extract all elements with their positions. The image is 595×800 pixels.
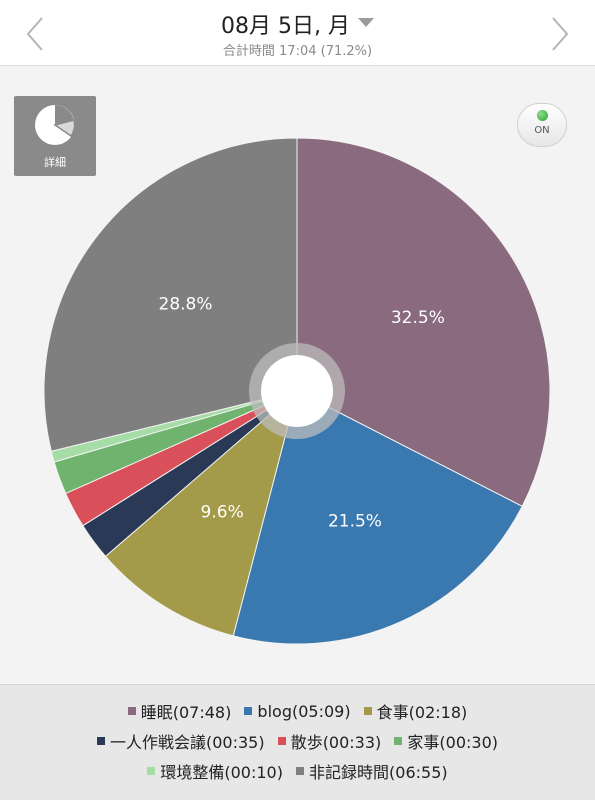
status-light-icon [537, 110, 548, 121]
chevron-left-icon [26, 17, 43, 51]
legend-label: 散歩(00:33) [290, 733, 382, 752]
legend-swatch [277, 737, 286, 745]
pie-slice[interactable] [43, 137, 298, 452]
pie-slice[interactable] [296, 137, 551, 507]
pie-chart: 32.5% 21.5% 9.6% 28.8% [43, 137, 551, 645]
legend-item-meal: 食事(02:18) [363, 699, 468, 723]
legend-swatch [96, 737, 105, 745]
detail-button[interactable]: 詳細 [14, 96, 96, 176]
pie-slice[interactable] [104, 389, 298, 637]
date-header: 08月 5日, 月 合計時間 17:04 (71.2%) [0, 0, 595, 66]
legend-label: 睡眠(07:48) [140, 703, 232, 722]
legend-item-solo-meeting: 一人作戦会議(00:35) [96, 729, 265, 753]
legend-swatch [147, 767, 156, 775]
slice-percentage-label: 9.6% [201, 502, 244, 522]
legend-item-walk: 散歩(00:33) [277, 729, 382, 753]
legend-label: 一人作戦会議(00:35) [109, 733, 265, 752]
legend-label: 家事(00:30) [407, 733, 498, 752]
legend: 睡眠(07:48) blog(05:09) 食事(02:18) 一人作戦会議(0… [0, 684, 595, 800]
legend-swatch [127, 707, 136, 715]
caret-down-icon [357, 18, 374, 27]
legend-swatch [244, 707, 253, 715]
legend-item-housework: 家事(00:30) [394, 729, 498, 753]
chevron-right-icon [552, 17, 569, 51]
slice-percentage-label: 21.5% [328, 511, 382, 531]
detail-label: 詳細 [44, 156, 66, 169]
next-day-button[interactable] [545, 14, 575, 54]
legend-swatch [394, 737, 403, 745]
previous-day-button[interactable] [20, 14, 50, 54]
pie-chart-icon [35, 105, 76, 145]
legend-label: 環境整備(00:10) [160, 763, 283, 782]
legend-row: 一人作戦会議(00:35) 散歩(00:33) 家事(00:30) [0, 729, 595, 753]
toggle-label: ON [534, 125, 550, 136]
legend-item-tidying: 環境整備(00:10) [147, 759, 283, 783]
legend-label: blog(05:09) [257, 701, 351, 721]
date-label: 08月 5日, 月 [221, 14, 350, 39]
legend-swatch [296, 767, 305, 775]
legend-row: 睡眠(07:48) blog(05:09) 食事(02:18) [0, 699, 595, 723]
center-hole [261, 355, 333, 427]
date-selector[interactable]: 08月 5日, 月 [0, 8, 595, 40]
on-toggle[interactable]: ON [517, 103, 567, 147]
legend-item-sleep: 睡眠(07:48) [127, 699, 232, 723]
legend-row: 環境整備(00:10) 非記録時間(06:55) [0, 759, 595, 783]
slice-percentage-label: 28.8% [159, 295, 213, 315]
legend-item-blog: blog(05:09) [244, 701, 351, 721]
legend-label: 食事(02:18) [376, 703, 468, 722]
slice-percentage-label: 32.5% [391, 308, 445, 328]
legend-item-unrecorded: 非記録時間(06:55) [296, 759, 448, 783]
legend-label: 非記録時間(06:55) [309, 763, 448, 782]
total-time: 合計時間 17:04 (71.2%) [222, 44, 373, 59]
legend-swatch [363, 707, 372, 715]
pie-slice[interactable] [232, 390, 523, 645]
